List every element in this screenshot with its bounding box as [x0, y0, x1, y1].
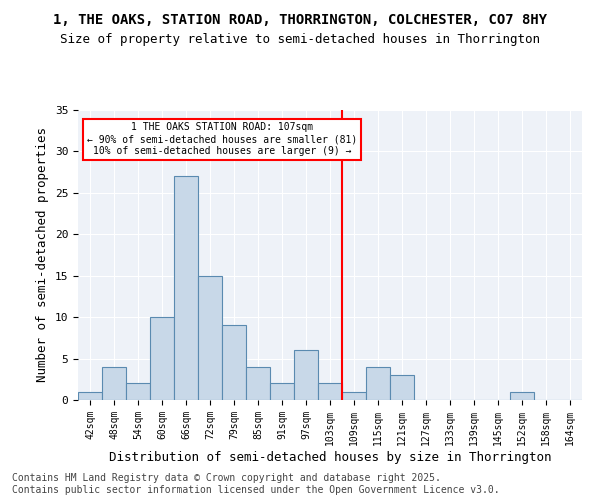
- Bar: [366, 367, 390, 400]
- Bar: [294, 350, 318, 400]
- Bar: [510, 392, 534, 400]
- Bar: [342, 392, 366, 400]
- Text: 1 THE OAKS STATION ROAD: 107sqm
← 90% of semi-detached houses are smaller (81)
1: 1 THE OAKS STATION ROAD: 107sqm ← 90% of…: [87, 122, 357, 156]
- Bar: [246, 367, 270, 400]
- Bar: [270, 384, 294, 400]
- Bar: [150, 317, 174, 400]
- Bar: [78, 392, 102, 400]
- Bar: [174, 176, 198, 400]
- X-axis label: Distribution of semi-detached houses by size in Thorrington: Distribution of semi-detached houses by …: [109, 450, 551, 464]
- Text: Size of property relative to semi-detached houses in Thorrington: Size of property relative to semi-detach…: [60, 32, 540, 46]
- Bar: [390, 375, 414, 400]
- Bar: [222, 326, 246, 400]
- Text: 1, THE OAKS, STATION ROAD, THORRINGTON, COLCHESTER, CO7 8HY: 1, THE OAKS, STATION ROAD, THORRINGTON, …: [53, 12, 547, 26]
- Bar: [318, 384, 342, 400]
- Bar: [198, 276, 222, 400]
- Bar: [102, 367, 126, 400]
- Text: Contains HM Land Registry data © Crown copyright and database right 2025.
Contai: Contains HM Land Registry data © Crown c…: [12, 474, 500, 495]
- Bar: [126, 384, 150, 400]
- Y-axis label: Number of semi-detached properties: Number of semi-detached properties: [36, 128, 49, 382]
